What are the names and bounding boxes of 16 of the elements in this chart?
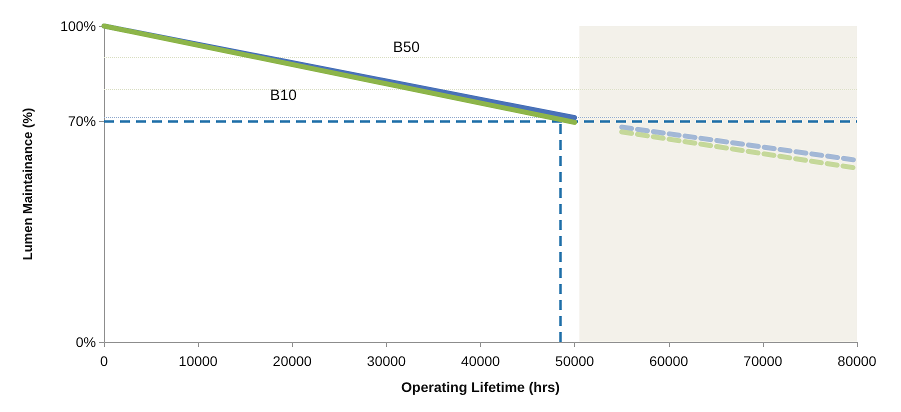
- y-tick-label: 100%: [60, 18, 96, 34]
- x-tick-label: 70000: [743, 353, 783, 369]
- x-axis-title: Operating Lifetime (hrs): [401, 379, 560, 395]
- annotation: B50: [393, 39, 420, 56]
- x-tick-label: 80000: [838, 353, 877, 369]
- x-tick-label: 20000: [272, 353, 312, 369]
- x-tick-label: 30000: [366, 353, 406, 369]
- x-tick-label: 10000: [178, 353, 218, 369]
- x-tick-label: 50000: [555, 353, 594, 369]
- y-axis-title: Lumen Maintainance (%): [20, 108, 35, 260]
- annotation: B10: [270, 87, 297, 104]
- y-tick-label: 70%: [68, 112, 96, 129]
- x-tick-label: 40000: [461, 353, 500, 369]
- x-tick-label: 60000: [649, 353, 688, 369]
- y-tick-label: 0%: [76, 334, 96, 350]
- x-tick-label: 0: [100, 353, 108, 369]
